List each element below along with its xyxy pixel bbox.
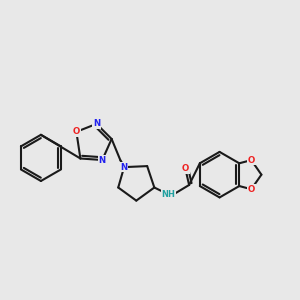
Text: N: N	[93, 119, 100, 128]
Text: N: N	[99, 155, 106, 164]
Text: O: O	[248, 185, 255, 194]
Text: O: O	[182, 164, 189, 173]
Text: O: O	[73, 127, 80, 136]
Text: O: O	[248, 156, 255, 165]
Text: N: N	[121, 163, 128, 172]
Text: NH: NH	[162, 190, 176, 199]
